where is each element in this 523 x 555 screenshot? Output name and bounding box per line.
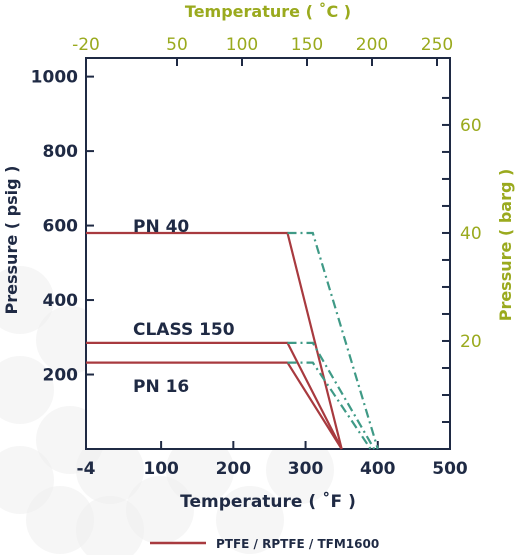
y-tick-label: 400 — [43, 291, 79, 311]
plot-area — [85, 57, 451, 450]
x2-tick-label: 50 — [166, 35, 188, 55]
x2-tick-label: 100 — [226, 35, 258, 55]
x2-tick-label: -20 — [72, 35, 100, 55]
x2-axis-title: Temperature ( ˚C ) — [185, 2, 351, 21]
x-tick-label: 100 — [143, 459, 179, 479]
x-tick-label: 200 — [216, 459, 252, 479]
series-line-dashdot-4 — [287, 341, 376, 450]
x-tick-label: 400 — [360, 459, 396, 479]
background-circle — [0, 266, 54, 334]
series-label-class150: CLASS 150 — [133, 320, 235, 340]
background-circles — [0, 266, 334, 555]
y-tick-label: 1000 — [31, 68, 78, 88]
background-circle — [76, 436, 144, 504]
series-line-dashdot-3 — [287, 231, 379, 450]
x-axis-title: Temperature ( ˚F ) — [180, 490, 356, 512]
plot-frame — [85, 57, 451, 450]
y2-tick-label: 20 — [460, 332, 482, 352]
series-layer — [86, 231, 379, 450]
x-tick-label: 300 — [288, 459, 324, 479]
y-axis-title: Pressure ( psig ) — [2, 166, 21, 315]
background-circle — [266, 436, 334, 504]
x-tick-label: -4 — [77, 459, 96, 479]
y-tick-label: 200 — [43, 366, 79, 386]
background-circle — [0, 356, 54, 424]
series-label-pn40: PN 40 — [133, 217, 189, 237]
x-tick-label: 500 — [432, 459, 468, 479]
series-label-pn16: PN 16 — [133, 377, 189, 397]
x2-tick-label: 150 — [291, 35, 323, 55]
series-line-dashdot-5 — [287, 361, 372, 450]
axis-ticks: -4 100 200 300 400 500 200 400 600 800 1000 -20 50 10… — [31, 35, 482, 479]
background-circle — [76, 496, 144, 555]
background-circle — [166, 436, 234, 504]
y2-axis-title: Pressure ( barg ) — [496, 169, 515, 322]
y-tick-label: 600 — [43, 217, 79, 237]
y-tick-label: 800 — [43, 142, 79, 162]
legend-label: PTFE / RPTFE / TFM1600 — [216, 537, 379, 551]
x2-tick-label: 250 — [421, 35, 453, 55]
background-circle — [216, 486, 284, 554]
x2-tick-label: 200 — [356, 35, 388, 55]
y2-tick-label: 60 — [460, 116, 482, 136]
y2-tick-label: 40 — [460, 224, 482, 244]
